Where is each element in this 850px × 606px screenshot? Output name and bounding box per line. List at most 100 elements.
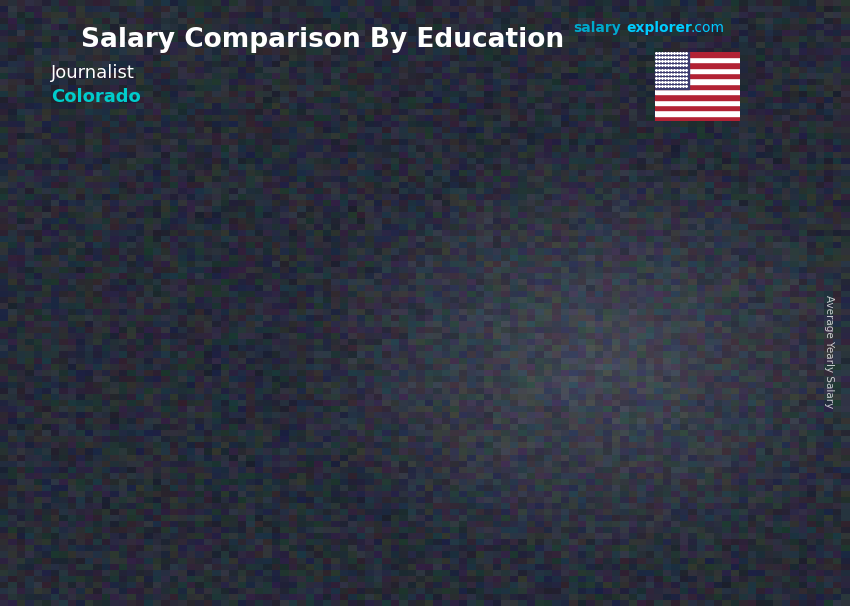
Bar — [514, 301, 516, 533]
Bar — [623, 231, 625, 533]
Bar — [507, 301, 508, 533]
Bar — [516, 301, 518, 533]
Bar — [470, 301, 472, 533]
Bar — [321, 374, 323, 533]
Bar — [484, 301, 486, 533]
Bar — [314, 374, 315, 533]
Bar — [97, 398, 99, 533]
Bar — [298, 374, 299, 533]
Bar — [431, 301, 433, 533]
Text: Journalist: Journalist — [51, 64, 135, 82]
Bar — [309, 374, 310, 533]
Bar — [503, 301, 505, 533]
Bar — [290, 374, 292, 533]
Bar — [464, 301, 466, 533]
Bar — [621, 231, 623, 533]
Bar — [687, 231, 689, 533]
Bar — [438, 301, 439, 533]
Bar — [635, 231, 637, 533]
Bar — [99, 398, 101, 533]
Polygon shape — [688, 219, 709, 533]
Bar — [105, 398, 106, 533]
Bar — [131, 398, 133, 533]
Bar — [675, 231, 676, 533]
Bar — [326, 374, 327, 533]
Bar — [327, 374, 329, 533]
Bar — [460, 301, 461, 533]
Text: +31%: +31% — [537, 129, 595, 147]
Bar — [134, 398, 136, 533]
Bar — [596, 231, 598, 533]
Bar — [472, 301, 473, 533]
Bar — [293, 374, 295, 533]
Bar — [654, 78, 740, 84]
Bar — [453, 301, 455, 533]
Bar — [510, 301, 511, 533]
Bar — [338, 374, 340, 533]
Bar — [108, 398, 110, 533]
Bar — [664, 231, 665, 533]
Text: .com: .com — [690, 21, 724, 35]
Bar — [156, 398, 158, 533]
Bar — [616, 231, 618, 533]
Bar — [169, 398, 171, 533]
Bar — [642, 231, 643, 533]
Bar — [166, 398, 167, 533]
Text: Average Yearly Salary: Average Yearly Salary — [824, 295, 834, 408]
Bar — [94, 398, 95, 533]
Bar — [264, 374, 266, 533]
Bar — [654, 52, 688, 89]
Bar — [145, 398, 147, 533]
Bar — [654, 84, 740, 89]
Bar — [486, 301, 488, 533]
Bar — [285, 374, 286, 533]
Bar — [466, 301, 468, 533]
Bar — [304, 374, 305, 533]
Bar — [312, 374, 314, 533]
Bar — [284, 374, 285, 533]
Bar — [268, 374, 269, 533]
Bar — [103, 398, 105, 533]
Bar — [618, 231, 620, 533]
Bar — [120, 398, 122, 533]
Bar — [336, 374, 337, 533]
Bar — [505, 301, 507, 533]
Bar — [117, 398, 119, 533]
Bar — [433, 301, 434, 533]
Bar — [681, 231, 683, 533]
Bar — [673, 231, 675, 533]
Bar — [429, 301, 431, 533]
Bar — [149, 398, 150, 533]
Bar — [672, 231, 673, 533]
Bar — [632, 231, 634, 533]
Bar — [654, 100, 740, 105]
Bar — [271, 374, 273, 533]
Bar — [654, 62, 740, 68]
Bar — [677, 231, 679, 533]
Bar — [130, 398, 131, 533]
Bar — [615, 231, 616, 533]
Bar — [329, 374, 331, 533]
Bar — [147, 398, 149, 533]
Bar — [127, 398, 128, 533]
Bar — [631, 231, 632, 533]
Bar — [323, 374, 325, 533]
Bar — [342, 374, 343, 533]
Bar — [144, 398, 145, 533]
Bar — [301, 374, 303, 533]
Bar — [657, 231, 659, 533]
Bar — [462, 301, 464, 533]
Polygon shape — [252, 367, 367, 374]
Bar — [648, 231, 649, 533]
Bar — [477, 301, 479, 533]
Bar — [450, 301, 451, 533]
Text: 69,000 USD: 69,000 USD — [99, 373, 178, 385]
Polygon shape — [594, 219, 709, 231]
Bar — [654, 116, 740, 121]
Bar — [601, 231, 603, 533]
Bar — [161, 398, 162, 533]
Bar — [331, 374, 332, 533]
Polygon shape — [81, 392, 196, 398]
Bar — [280, 374, 282, 533]
Bar — [439, 301, 440, 533]
